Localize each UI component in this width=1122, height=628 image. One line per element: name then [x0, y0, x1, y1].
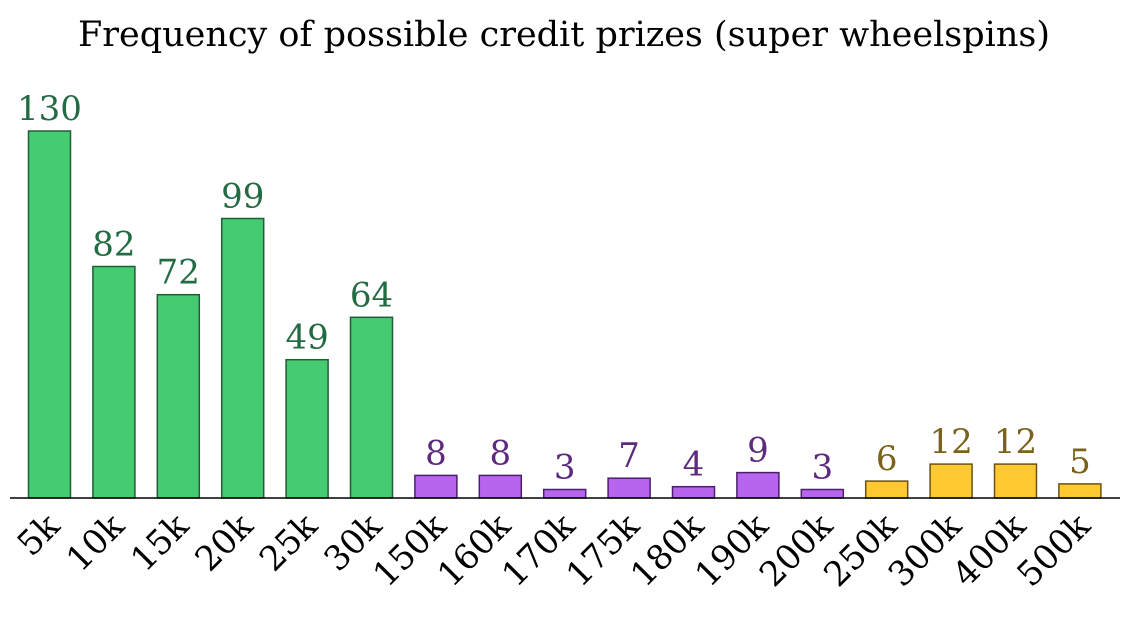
value-label-20k: 99 — [221, 177, 264, 217]
x-tick-label-180k: 180k — [623, 506, 712, 595]
x-tick-label-400k: 400k — [945, 506, 1034, 595]
x-tick-label-175k: 175k — [559, 506, 648, 595]
value-label-400k: 12 — [994, 422, 1037, 462]
value-label-190k: 9 — [747, 431, 769, 471]
x-tick-label-25k: 25k — [252, 506, 326, 580]
value-label-10k: 82 — [92, 225, 135, 265]
bar-150k — [414, 474, 458, 499]
x-tick-label-20k: 20k — [188, 506, 262, 580]
bars-group — [27, 130, 1102, 499]
value-label-15k: 72 — [157, 253, 200, 293]
x-tick-label-500k: 500k — [1010, 506, 1099, 595]
x-tick-label-300k: 300k — [881, 506, 970, 595]
value-label-500k: 5 — [1069, 442, 1091, 482]
value-label-160k: 8 — [489, 433, 511, 473]
value-label-180k: 4 — [683, 445, 705, 485]
bar-175k — [607, 477, 651, 499]
x-tick-label-15k: 15k — [123, 506, 197, 580]
value-label-25k: 49 — [285, 318, 328, 358]
bar-5k — [27, 130, 72, 499]
x-tick-labels-group: 5k10k15k20k25k30k150k160k170k175k180k190… — [10, 506, 1099, 595]
bar-15k — [156, 293, 201, 499]
bar-300k — [929, 463, 973, 499]
value-label-5k: 130 — [17, 89, 82, 129]
value-label-200k: 3 — [811, 448, 833, 488]
value-label-175k: 7 — [618, 436, 640, 476]
bar-180k — [671, 485, 716, 499]
x-tick-label-200k: 200k — [752, 506, 841, 595]
value-label-30k: 64 — [350, 275, 393, 315]
x-tick-label-10k: 10k — [59, 506, 133, 580]
value-label-150k: 8 — [425, 433, 447, 473]
bar-25k — [285, 358, 329, 499]
bar-160k — [478, 474, 523, 499]
bar-250k — [864, 480, 909, 499]
x-tick-label-190k: 190k — [688, 506, 777, 595]
bar-190k — [736, 471, 780, 499]
x-tick-label-160k: 160k — [430, 506, 519, 595]
bar-500k — [1058, 483, 1102, 499]
bar-200k — [800, 488, 845, 499]
x-tick-label-250k: 250k — [816, 506, 905, 595]
x-tick-label-150k: 150k — [366, 506, 455, 595]
chart-title: Frequency of possible credit prizes (sup… — [78, 15, 1050, 55]
bar-20k — [220, 217, 265, 499]
bar-400k — [993, 463, 1038, 499]
value-label-300k: 12 — [929, 422, 972, 462]
x-tick-label-170k: 170k — [494, 506, 583, 595]
bar-10k — [92, 265, 136, 499]
value-label-250k: 6 — [876, 439, 898, 479]
bar-30k — [349, 316, 394, 499]
bar-170k — [542, 488, 587, 499]
value-label-170k: 3 — [554, 448, 576, 488]
x-tick-label-5k: 5k — [10, 506, 68, 564]
